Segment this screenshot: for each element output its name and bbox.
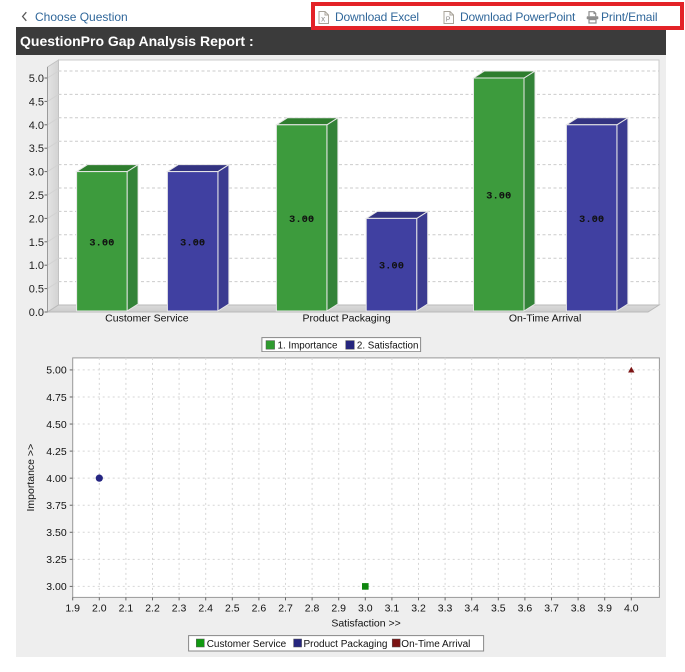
svg-text:x: x <box>321 15 325 24</box>
svg-text:4.0: 4.0 <box>29 120 44 132</box>
svg-text:3.2: 3.2 <box>411 602 426 614</box>
svg-text:2.1: 2.1 <box>119 602 134 614</box>
svg-text:2.8: 2.8 <box>305 602 320 614</box>
svg-text:3.4: 3.4 <box>464 602 479 614</box>
svg-text:3.00: 3.00 <box>46 581 67 593</box>
svg-text:3.5: 3.5 <box>29 143 44 155</box>
svg-text:3.00: 3.00 <box>180 237 205 249</box>
svg-text:3.0: 3.0 <box>358 602 373 614</box>
svg-text:2.7: 2.7 <box>278 602 293 614</box>
svg-text:2.6: 2.6 <box>252 602 267 614</box>
svg-text:2.5: 2.5 <box>29 190 44 202</box>
svg-text:2.3: 2.3 <box>172 602 187 614</box>
svg-text:2.9: 2.9 <box>331 602 346 614</box>
svg-text:3.50: 3.50 <box>46 527 67 539</box>
svg-text:4.50: 4.50 <box>46 419 67 431</box>
svg-text:3.25: 3.25 <box>46 554 67 566</box>
svg-text:Customer Service: Customer Service <box>207 639 287 650</box>
svg-text:3.7: 3.7 <box>544 602 559 614</box>
svg-text:3.3: 3.3 <box>438 602 453 614</box>
svg-text:Product Packaging: Product Packaging <box>303 313 391 325</box>
svg-text:3.00: 3.00 <box>579 214 604 226</box>
svg-text:1. Importance: 1. Importance <box>278 340 338 351</box>
svg-text:4.25: 4.25 <box>46 446 67 458</box>
svg-text:3.00: 3.00 <box>89 237 114 249</box>
svg-text:3.6: 3.6 <box>518 602 533 614</box>
svg-text:4.00: 4.00 <box>46 473 67 485</box>
svg-text:2.0: 2.0 <box>92 602 107 614</box>
svg-text:2.2: 2.2 <box>145 602 160 614</box>
svg-text:3.5: 3.5 <box>491 602 506 614</box>
svg-text:1.5: 1.5 <box>29 237 44 249</box>
svg-text:3.9: 3.9 <box>597 602 612 614</box>
svg-text:5.00: 5.00 <box>46 365 67 377</box>
svg-text:2.5: 2.5 <box>225 602 240 614</box>
svg-text:P: P <box>446 16 451 23</box>
svg-text:1.0: 1.0 <box>29 260 44 272</box>
svg-text:1.9: 1.9 <box>65 602 80 614</box>
svg-text:2.0: 2.0 <box>29 213 44 225</box>
svg-text:0.0: 0.0 <box>29 307 44 319</box>
svg-text:On-Time Arrival: On-Time Arrival <box>401 639 470 650</box>
svg-text:Customer Service: Customer Service <box>105 313 189 325</box>
svg-text:4.0: 4.0 <box>624 602 639 614</box>
svg-text:0.5: 0.5 <box>29 284 44 296</box>
svg-text:5.0: 5.0 <box>29 73 44 85</box>
svg-text:3.00: 3.00 <box>486 191 511 203</box>
svg-text:Product Packaging: Product Packaging <box>304 639 388 650</box>
svg-text:2. Satisfaction: 2. Satisfaction <box>357 340 419 351</box>
svg-text:3.8: 3.8 <box>571 602 586 614</box>
svg-text:Importance >>: Importance >> <box>25 444 37 512</box>
svg-text:4.75: 4.75 <box>46 392 67 404</box>
svg-text:2.4: 2.4 <box>198 602 213 614</box>
svg-text:3.0: 3.0 <box>29 167 44 179</box>
svg-text:3.75: 3.75 <box>46 500 67 512</box>
svg-text:3.00: 3.00 <box>379 261 404 273</box>
svg-text:Satisfaction >>: Satisfaction >> <box>331 617 400 629</box>
svg-text:3.1: 3.1 <box>385 602 400 614</box>
svg-text:On-Time Arrival: On-Time Arrival <box>509 313 582 325</box>
svg-text:4.5: 4.5 <box>29 96 44 108</box>
svg-text:3.00: 3.00 <box>289 214 314 226</box>
